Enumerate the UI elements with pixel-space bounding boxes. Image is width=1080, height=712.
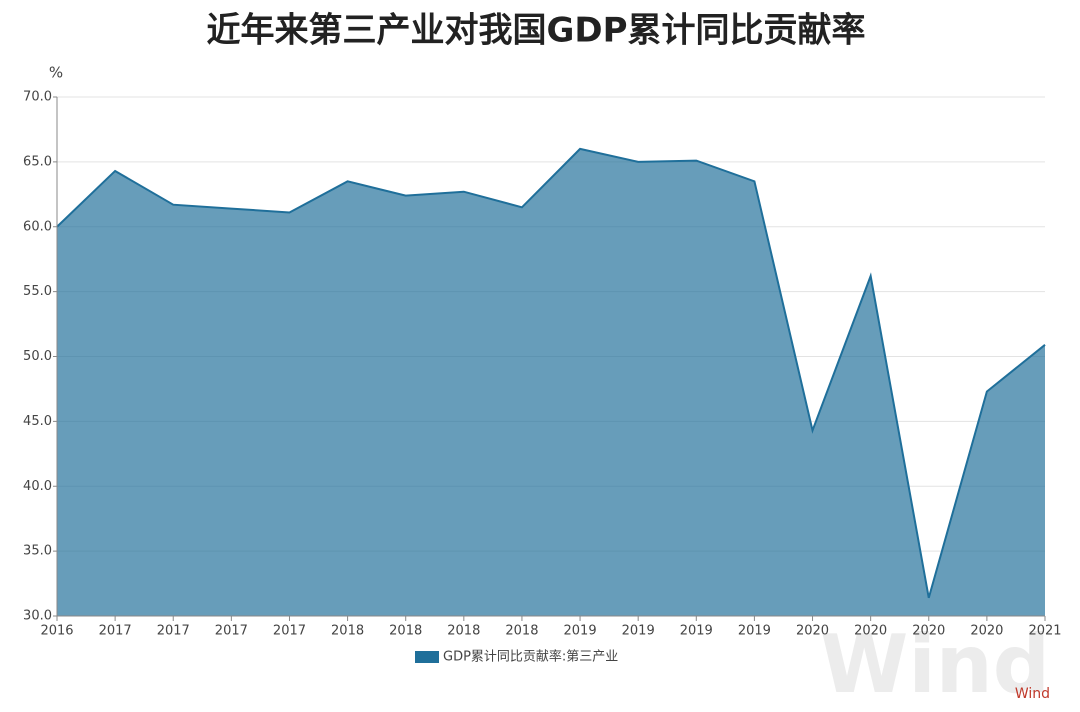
x-tick-label: 2018 (505, 624, 538, 639)
y-tick-label: 60.0 (23, 219, 52, 234)
y-tick-label: 40.0 (23, 479, 52, 494)
watermark: Wind (820, 618, 1050, 711)
x-tick-label: 2018 (447, 624, 480, 639)
x-tick-label: 2018 (389, 624, 422, 639)
y-tick-label: 65.0 (23, 154, 52, 169)
y-tick-label: 55.0 (23, 284, 52, 299)
y-tick-label: 45.0 (23, 414, 52, 429)
x-tick-label: 2019 (564, 624, 597, 639)
y-tick-label: 35.0 (23, 544, 52, 559)
x-tick-label: 2020 (912, 624, 945, 639)
x-tick-label: 2016 (40, 624, 73, 639)
y-tick-label: 70.0 (23, 90, 52, 105)
line (56, 147, 1046, 599)
x-tick-label: 2019 (680, 624, 713, 639)
y-tick-label: 50.0 (23, 349, 52, 364)
x-tick-label: 2021 (1028, 624, 1061, 639)
x-tick-label: 2019 (738, 624, 771, 639)
legend-label: GDP累计同比贡献率:第三产业 (443, 649, 618, 665)
x-tick-label: 2017 (215, 624, 248, 639)
x-tick-label: 2017 (273, 624, 306, 639)
x-tick-label: 2017 (99, 624, 132, 639)
area (57, 148, 1045, 616)
x-tick-label: 2019 (622, 624, 655, 639)
x-tick-label: 2020 (854, 624, 887, 639)
legend-swatch (415, 651, 439, 663)
x-tick-label: 2020 (796, 624, 829, 639)
x-tick-label: 2018 (331, 624, 364, 639)
y-unit: % (49, 64, 63, 82)
chart-title: 近年来第三产业对我国GDP累计同比贡献率 (206, 11, 865, 51)
source: Wind (1015, 686, 1050, 702)
x-tick-label: 2020 (970, 624, 1003, 639)
y-tick-label: 30.0 (23, 609, 52, 624)
x-tick-label: 2017 (157, 624, 190, 639)
